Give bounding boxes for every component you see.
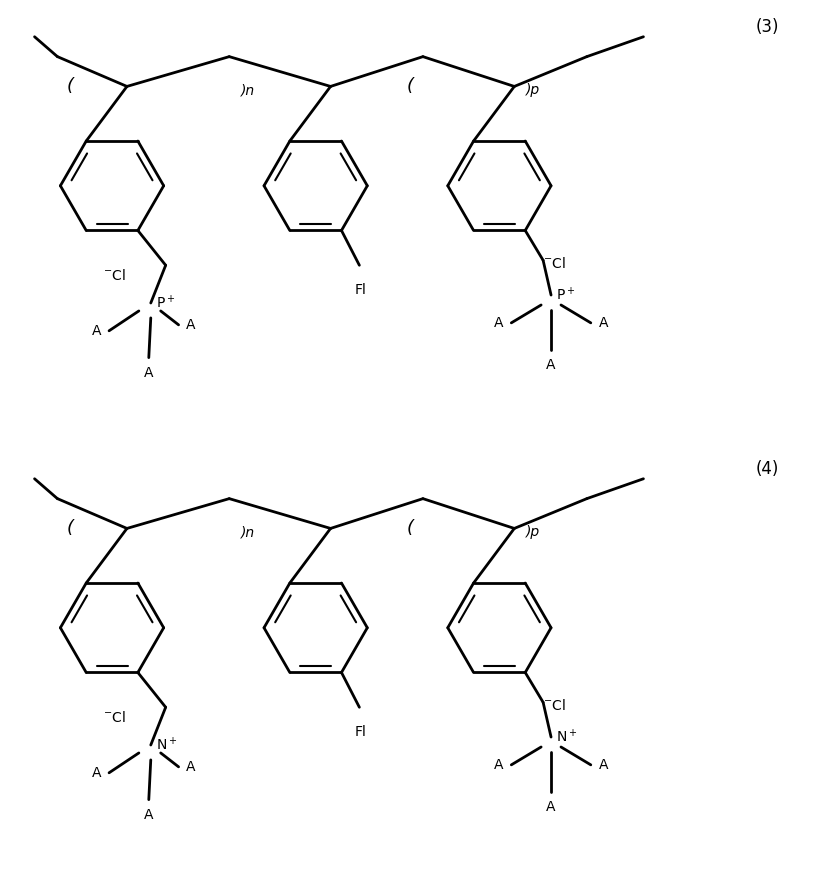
Text: $^{-}$Cl: $^{-}$Cl [543,256,566,271]
Text: (: ( [407,77,413,95]
Text: A: A [92,765,101,780]
Text: )p: )p [526,84,540,98]
Text: $^{-}$Cl: $^{-}$Cl [103,268,126,283]
Text: (4): (4) [756,460,780,477]
Text: A: A [599,757,609,772]
Text: A: A [92,324,101,338]
Text: Fl: Fl [355,725,366,739]
Text: A: A [186,760,196,773]
Text: )p: )p [526,525,540,540]
Text: )n: )n [241,525,255,540]
Text: (: ( [407,519,413,538]
Text: A: A [144,807,153,821]
Text: N$^+$: N$^+$ [556,728,578,746]
Text: A: A [546,357,556,372]
Text: A: A [493,316,503,330]
Text: N$^+$: N$^+$ [156,736,177,754]
Text: P$^+$: P$^+$ [556,286,576,304]
Text: (3): (3) [756,18,780,36]
Text: Fl: Fl [355,283,366,297]
Text: A: A [186,318,196,332]
Text: A: A [144,365,153,380]
Text: A: A [599,316,609,330]
Text: )n: )n [241,84,255,98]
Text: $^{-}$Cl: $^{-}$Cl [543,698,566,713]
Text: A: A [546,799,556,813]
Text: (: ( [67,77,73,95]
Text: A: A [493,757,503,772]
Text: $^{-}$Cl: $^{-}$Cl [103,709,126,725]
Text: (: ( [67,519,73,538]
Text: P$^+$: P$^+$ [156,294,175,312]
